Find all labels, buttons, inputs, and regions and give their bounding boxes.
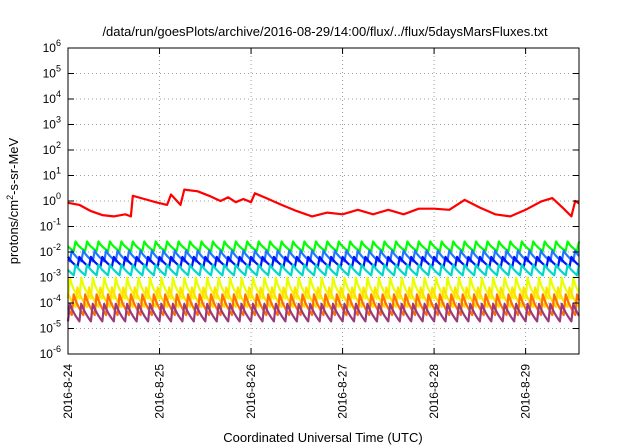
y-tick-label: 101 (43, 166, 61, 183)
y-tick-exponent: 2 (56, 140, 61, 150)
series-line-9 (66, 302, 580, 323)
series-line-6 (66, 276, 580, 300)
y-tick-base: 10 (40, 271, 54, 285)
x-tick-label: 2016-8-27 (336, 364, 350, 419)
series-line-8 (67, 293, 581, 317)
series-line-1 (67, 188, 580, 218)
x-axis-label: Coordinated Universal Time (UTC) (223, 430, 422, 445)
y-tick-exponent: -4 (53, 293, 61, 303)
y-tick-label: 102 (43, 140, 61, 157)
y-tick-exponent: 1 (56, 166, 61, 176)
series-line-4 (67, 255, 580, 268)
y-tick-exponent: -2 (53, 242, 61, 252)
y-tick-label: 105 (43, 64, 61, 81)
y-tick-base: 10 (40, 220, 54, 234)
y-tick-label: 104 (43, 89, 61, 106)
x-tick-label: 2016-8-26 (244, 364, 258, 419)
y-tick-label: 106 (43, 38, 61, 55)
y-axis-label-superscript: 2 (5, 195, 15, 200)
y-tick-base: 10 (43, 41, 57, 55)
x-tick-label: 2016-8-24 (61, 364, 75, 419)
y-tick-label: 10-2 (40, 242, 61, 259)
y-tick-base: 10 (43, 169, 57, 183)
y-tick-base: 10 (40, 245, 54, 259)
x-tick-label: 2016-8-28 (427, 364, 441, 419)
y-tick-base: 10 (43, 118, 57, 132)
y-axis-label: protons/cm2-s-sr-MeV (5, 137, 21, 264)
y-tick-label: 10-1 (40, 217, 61, 234)
y-tick-exponent: 3 (56, 115, 61, 125)
y-tick-base: 10 (40, 347, 54, 361)
y-tick-base: 10 (43, 194, 57, 208)
y-tick-exponent: -3 (53, 268, 61, 278)
y-tick-base: 10 (43, 67, 57, 81)
y-tick-exponent: -1 (53, 217, 61, 227)
y-tick-exponent: 0 (56, 191, 61, 201)
y-axis-ticks: 10-610-510-410-310-210-11001011021031041… (40, 38, 579, 361)
y-tick-exponent: 4 (56, 89, 61, 99)
y-tick-label: 10-6 (40, 344, 61, 361)
y-tick-base: 10 (43, 92, 57, 106)
y-tick-label: 10-5 (40, 319, 61, 336)
series-line-3 (67, 249, 580, 263)
data-series (66, 188, 581, 323)
y-axis-label-suffix: -s-sr-MeV (6, 137, 21, 194)
y-tick-exponent: 5 (56, 64, 61, 74)
y-tick-label: 10-4 (40, 293, 61, 310)
series-line-5 (67, 263, 581, 277)
x-axis-ticks: 2016-8-24 2016-8-25 2016-8-26 2016-8-27 2016… (61, 48, 533, 419)
y-tick-base: 10 (40, 322, 54, 336)
x-tick-label: 2016-8-25 (153, 364, 167, 419)
x-tick-label: 2016-8-29 (519, 364, 533, 419)
y-tick-exponent: 6 (56, 38, 61, 48)
y-tick-base: 10 (43, 143, 57, 157)
y-tick-label: 103 (43, 115, 61, 132)
y-tick-base: 10 (40, 296, 54, 310)
y-tick-exponent: -6 (53, 344, 61, 354)
y-tick-label: 100 (43, 191, 61, 208)
y-tick-label: 10-3 (40, 268, 61, 285)
y-axis-label-prefix: protons/cm (6, 200, 21, 264)
chart-title: /data/run/goesPlots/archive/2016-08-29/1… (102, 24, 548, 39)
y-tick-exponent: -5 (53, 319, 61, 329)
